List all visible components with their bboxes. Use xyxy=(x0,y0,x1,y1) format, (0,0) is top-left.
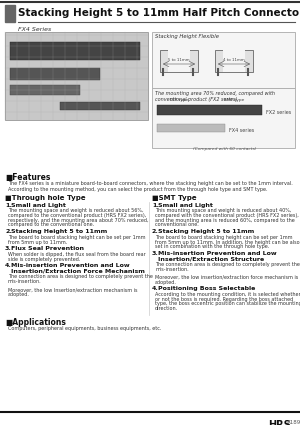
Text: The mounting area 70% reduced, compared with: The mounting area 70% reduced, compared … xyxy=(155,91,275,96)
Text: Mis-insertion Prevention and Low: Mis-insertion Prevention and Low xyxy=(11,264,130,269)
Text: This mounting space and weight is reduced about 40%,: This mounting space and weight is reduce… xyxy=(155,208,291,213)
Text: HRS: HRS xyxy=(268,420,291,425)
Text: 4 to 11mm: 4 to 11mm xyxy=(223,58,245,62)
Text: and the mounting area is reduced 60%, compared to the: and the mounting area is reduced 60%, co… xyxy=(155,218,295,223)
Bar xyxy=(168,50,190,72)
Text: Stacking Height 5 to 11mm Half Pitch Connector: Stacking Height 5 to 11mm Half Pitch Con… xyxy=(18,8,300,18)
Text: Small and Light: Small and Light xyxy=(158,202,213,207)
Text: 5 to 11mm: 5 to 11mm xyxy=(168,58,190,62)
Text: compared to the conventional one.: compared to the conventional one. xyxy=(8,222,94,227)
Text: 1.: 1. xyxy=(5,202,12,207)
Bar xyxy=(5,5,15,22)
Text: FX4 Series: FX4 Series xyxy=(18,27,51,32)
Text: direction.: direction. xyxy=(155,306,178,311)
Text: Positioning Boss Selectable: Positioning Boss Selectable xyxy=(158,286,255,291)
Bar xyxy=(5,32,148,120)
Text: adopted.: adopted. xyxy=(8,292,30,297)
Text: adopted.: adopted. xyxy=(155,280,177,284)
Text: or not the boss is required. Regarding the boss attached: or not the boss is required. Regarding t… xyxy=(155,297,293,302)
Text: from 5mm up to 11mm. In addition, the height can be also: from 5mm up to 11mm. In addition, the he… xyxy=(155,240,300,244)
Bar xyxy=(223,50,245,72)
Bar xyxy=(215,50,253,72)
Text: The board to board stacking height can be set per 1mm: The board to board stacking height can b… xyxy=(8,235,145,240)
Text: Computers, peripheral equipments, business equipments, etc.: Computers, peripheral equipments, busine… xyxy=(8,326,161,331)
Text: Small and Light: Small and Light xyxy=(11,202,66,207)
Text: Flux Seal Prevention: Flux Seal Prevention xyxy=(11,246,84,251)
Text: ■SMT Type: ■SMT Type xyxy=(152,195,196,201)
Text: Moreover, the low insertion/extraction force mechanism is: Moreover, the low insertion/extraction f… xyxy=(155,275,298,280)
Text: compared with the conventional product (HRS FX2 series),: compared with the conventional product (… xyxy=(155,213,299,218)
Text: 2.: 2. xyxy=(5,229,12,234)
Text: Mis-insertion Prevention and Low: Mis-insertion Prevention and Low xyxy=(158,251,277,256)
Text: Stacking Height Flexible: Stacking Height Flexible xyxy=(155,34,219,39)
Bar xyxy=(10,42,140,60)
Text: ■Features: ■Features xyxy=(5,173,50,182)
Text: 1.: 1. xyxy=(152,202,159,207)
Text: The connection area is designed to completely prevent the: The connection area is designed to compl… xyxy=(155,262,300,267)
Text: FX4 series: FX4 series xyxy=(229,128,254,133)
Bar xyxy=(157,105,262,115)
Text: The connection area is designed to completely prevent the: The connection area is designed to compl… xyxy=(8,275,153,279)
Bar xyxy=(152,32,295,88)
Text: mis-insertion.: mis-insertion. xyxy=(8,279,42,284)
Text: respectively, and the mounting area about 70% reduced,: respectively, and the mounting area abou… xyxy=(8,218,148,223)
Bar xyxy=(10,68,100,80)
Text: Insertion/Extraction Structure: Insertion/Extraction Structure xyxy=(158,257,264,262)
Bar xyxy=(10,85,80,95)
Text: ■Applications: ■Applications xyxy=(5,318,66,327)
Bar xyxy=(152,88,295,148)
Text: According to the mounting method, you can select the product from the through ho: According to the mounting method, you ca… xyxy=(8,187,268,192)
Text: SMT type: SMT type xyxy=(224,98,244,102)
Text: FX2 series: FX2 series xyxy=(266,110,291,115)
Text: The board to board stacking height can be set per 1mm: The board to board stacking height can b… xyxy=(155,235,292,240)
Bar xyxy=(160,50,198,72)
Text: mis-insertion.: mis-insertion. xyxy=(155,267,189,272)
Text: 4.: 4. xyxy=(5,264,12,269)
Text: type, the boss eccentric position can stabilize the mounting: type, the boss eccentric position can st… xyxy=(155,301,300,306)
Text: set in combination with the through hole type.: set in combination with the through hole… xyxy=(155,244,269,249)
Text: DIP type: DIP type xyxy=(170,98,188,102)
Bar xyxy=(157,124,225,132)
Text: conventional one.: conventional one. xyxy=(155,222,199,227)
Text: 2.: 2. xyxy=(152,229,159,234)
Text: Moreover, the low Insertion/extraction mechanism is: Moreover, the low Insertion/extraction m… xyxy=(8,287,137,292)
Text: side is completely prevented.: side is completely prevented. xyxy=(8,257,80,262)
Text: 3.: 3. xyxy=(152,251,159,256)
Text: (Compared with 60 contacts): (Compared with 60 contacts) xyxy=(193,147,257,151)
Text: from 5mm up to 11mm.: from 5mm up to 11mm. xyxy=(8,240,67,244)
Text: The mounting space and weight is reduced about 56%,: The mounting space and weight is reduced… xyxy=(8,208,143,213)
Text: The FX4 series is a miniature board-to-board connectors, where the stacking heig: The FX4 series is a miniature board-to-b… xyxy=(8,181,293,186)
Text: 3.: 3. xyxy=(5,246,12,251)
Text: Insertion/Extraction Force Mechanism: Insertion/Extraction Force Mechanism xyxy=(11,269,145,274)
Text: When solder is dipped, the flux seal from the board rear: When solder is dipped, the flux seal fro… xyxy=(8,252,146,257)
Text: 4.: 4. xyxy=(152,286,159,291)
Bar xyxy=(60,102,140,110)
Text: conventional product (FX2 series): conventional product (FX2 series) xyxy=(155,97,237,102)
Text: ■Through hole Type: ■Through hole Type xyxy=(5,195,85,201)
Text: According to the mounting condition, it is selected whether: According to the mounting condition, it … xyxy=(155,292,300,297)
Text: Stacking Height 5 to 11mm: Stacking Height 5 to 11mm xyxy=(158,229,254,234)
Text: compared to the conventional product (HRS FX2 series),: compared to the conventional product (HR… xyxy=(8,213,146,218)
Text: A189: A189 xyxy=(287,420,300,425)
Text: Stacking Height 5 to 11mm: Stacking Height 5 to 11mm xyxy=(11,229,107,234)
